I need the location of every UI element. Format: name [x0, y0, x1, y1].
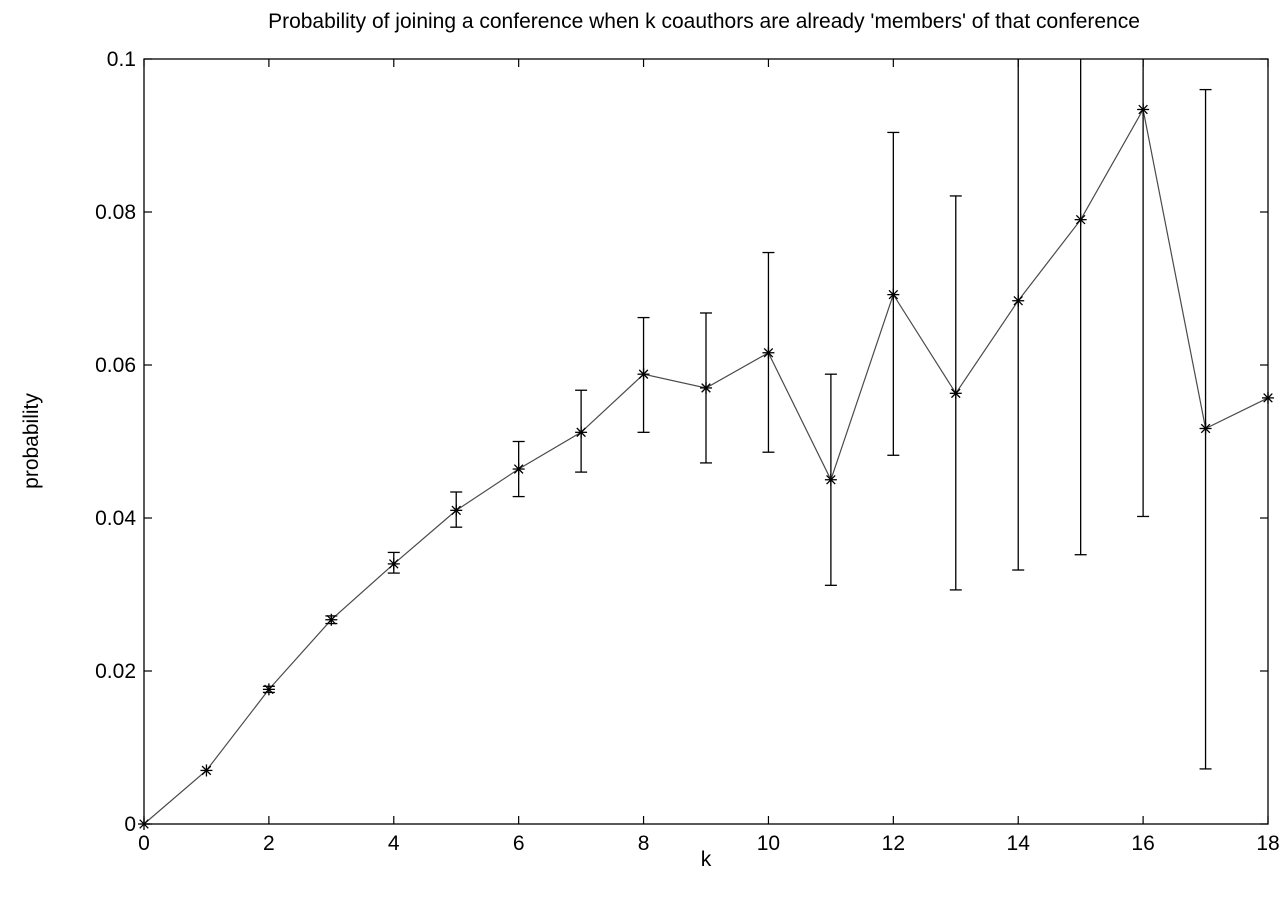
x-axis-label: k: [701, 848, 712, 871]
x-tick-label: 16: [1131, 832, 1154, 855]
x-tick-label: 6: [513, 832, 525, 855]
data-point: [762, 346, 775, 359]
x-tick-label: 18: [1256, 832, 1279, 855]
data-point: [637, 368, 650, 381]
data-point: [512, 463, 525, 476]
data-point: [200, 764, 213, 777]
series-line: [143, 107, 1269, 825]
x-tick-label: 0: [138, 832, 150, 855]
y-tick-label: 0.06: [95, 354, 136, 377]
data-point: [387, 557, 400, 570]
data-point: [325, 613, 338, 626]
error-bar: [1074, 59, 1087, 556]
chart-title: Probability of joining a conference when…: [268, 10, 1140, 33]
data-point: [262, 683, 275, 696]
data-point: [575, 426, 588, 439]
data-point: [887, 288, 900, 301]
data-point: [1012, 294, 1025, 307]
x-tick-label: 4: [388, 832, 400, 855]
error-bar: [1137, 59, 1150, 518]
y-axis-label: probability: [20, 393, 43, 489]
y-tick-label: 0.04: [95, 507, 136, 530]
data-markers: [138, 103, 1274, 830]
data-point: [1137, 103, 1150, 116]
y-tick-label: 0.08: [95, 201, 136, 224]
y-tick-label: 0.1: [107, 48, 136, 71]
x-tick-label: 8: [638, 832, 650, 855]
y-tick-label: 0: [124, 813, 136, 836]
x-tick-label: 2: [263, 832, 275, 855]
data-point: [1074, 213, 1087, 226]
data-point: [1262, 391, 1274, 404]
data-point: [450, 504, 463, 517]
error-bars: [262, 59, 1212, 770]
data-point: [824, 473, 837, 486]
data-point: [949, 387, 962, 400]
error-bar: [1012, 59, 1025, 571]
y-tick-label: 0.02: [95, 660, 136, 683]
data-point: [1199, 422, 1212, 435]
x-tick-label: 10: [757, 832, 780, 855]
y-axis: 0 0.02 0.04 0.06 0.08 0.1: [95, 48, 1268, 836]
data-point: [700, 381, 712, 394]
x-axis: 0 2 4 6 8 10 12 14 16 18: [138, 59, 1280, 855]
data-point: [138, 818, 150, 830]
x-tick-label: 12: [882, 832, 905, 855]
x-tick-label: 14: [1007, 832, 1031, 855]
plot-frame: [143, 58, 1269, 825]
